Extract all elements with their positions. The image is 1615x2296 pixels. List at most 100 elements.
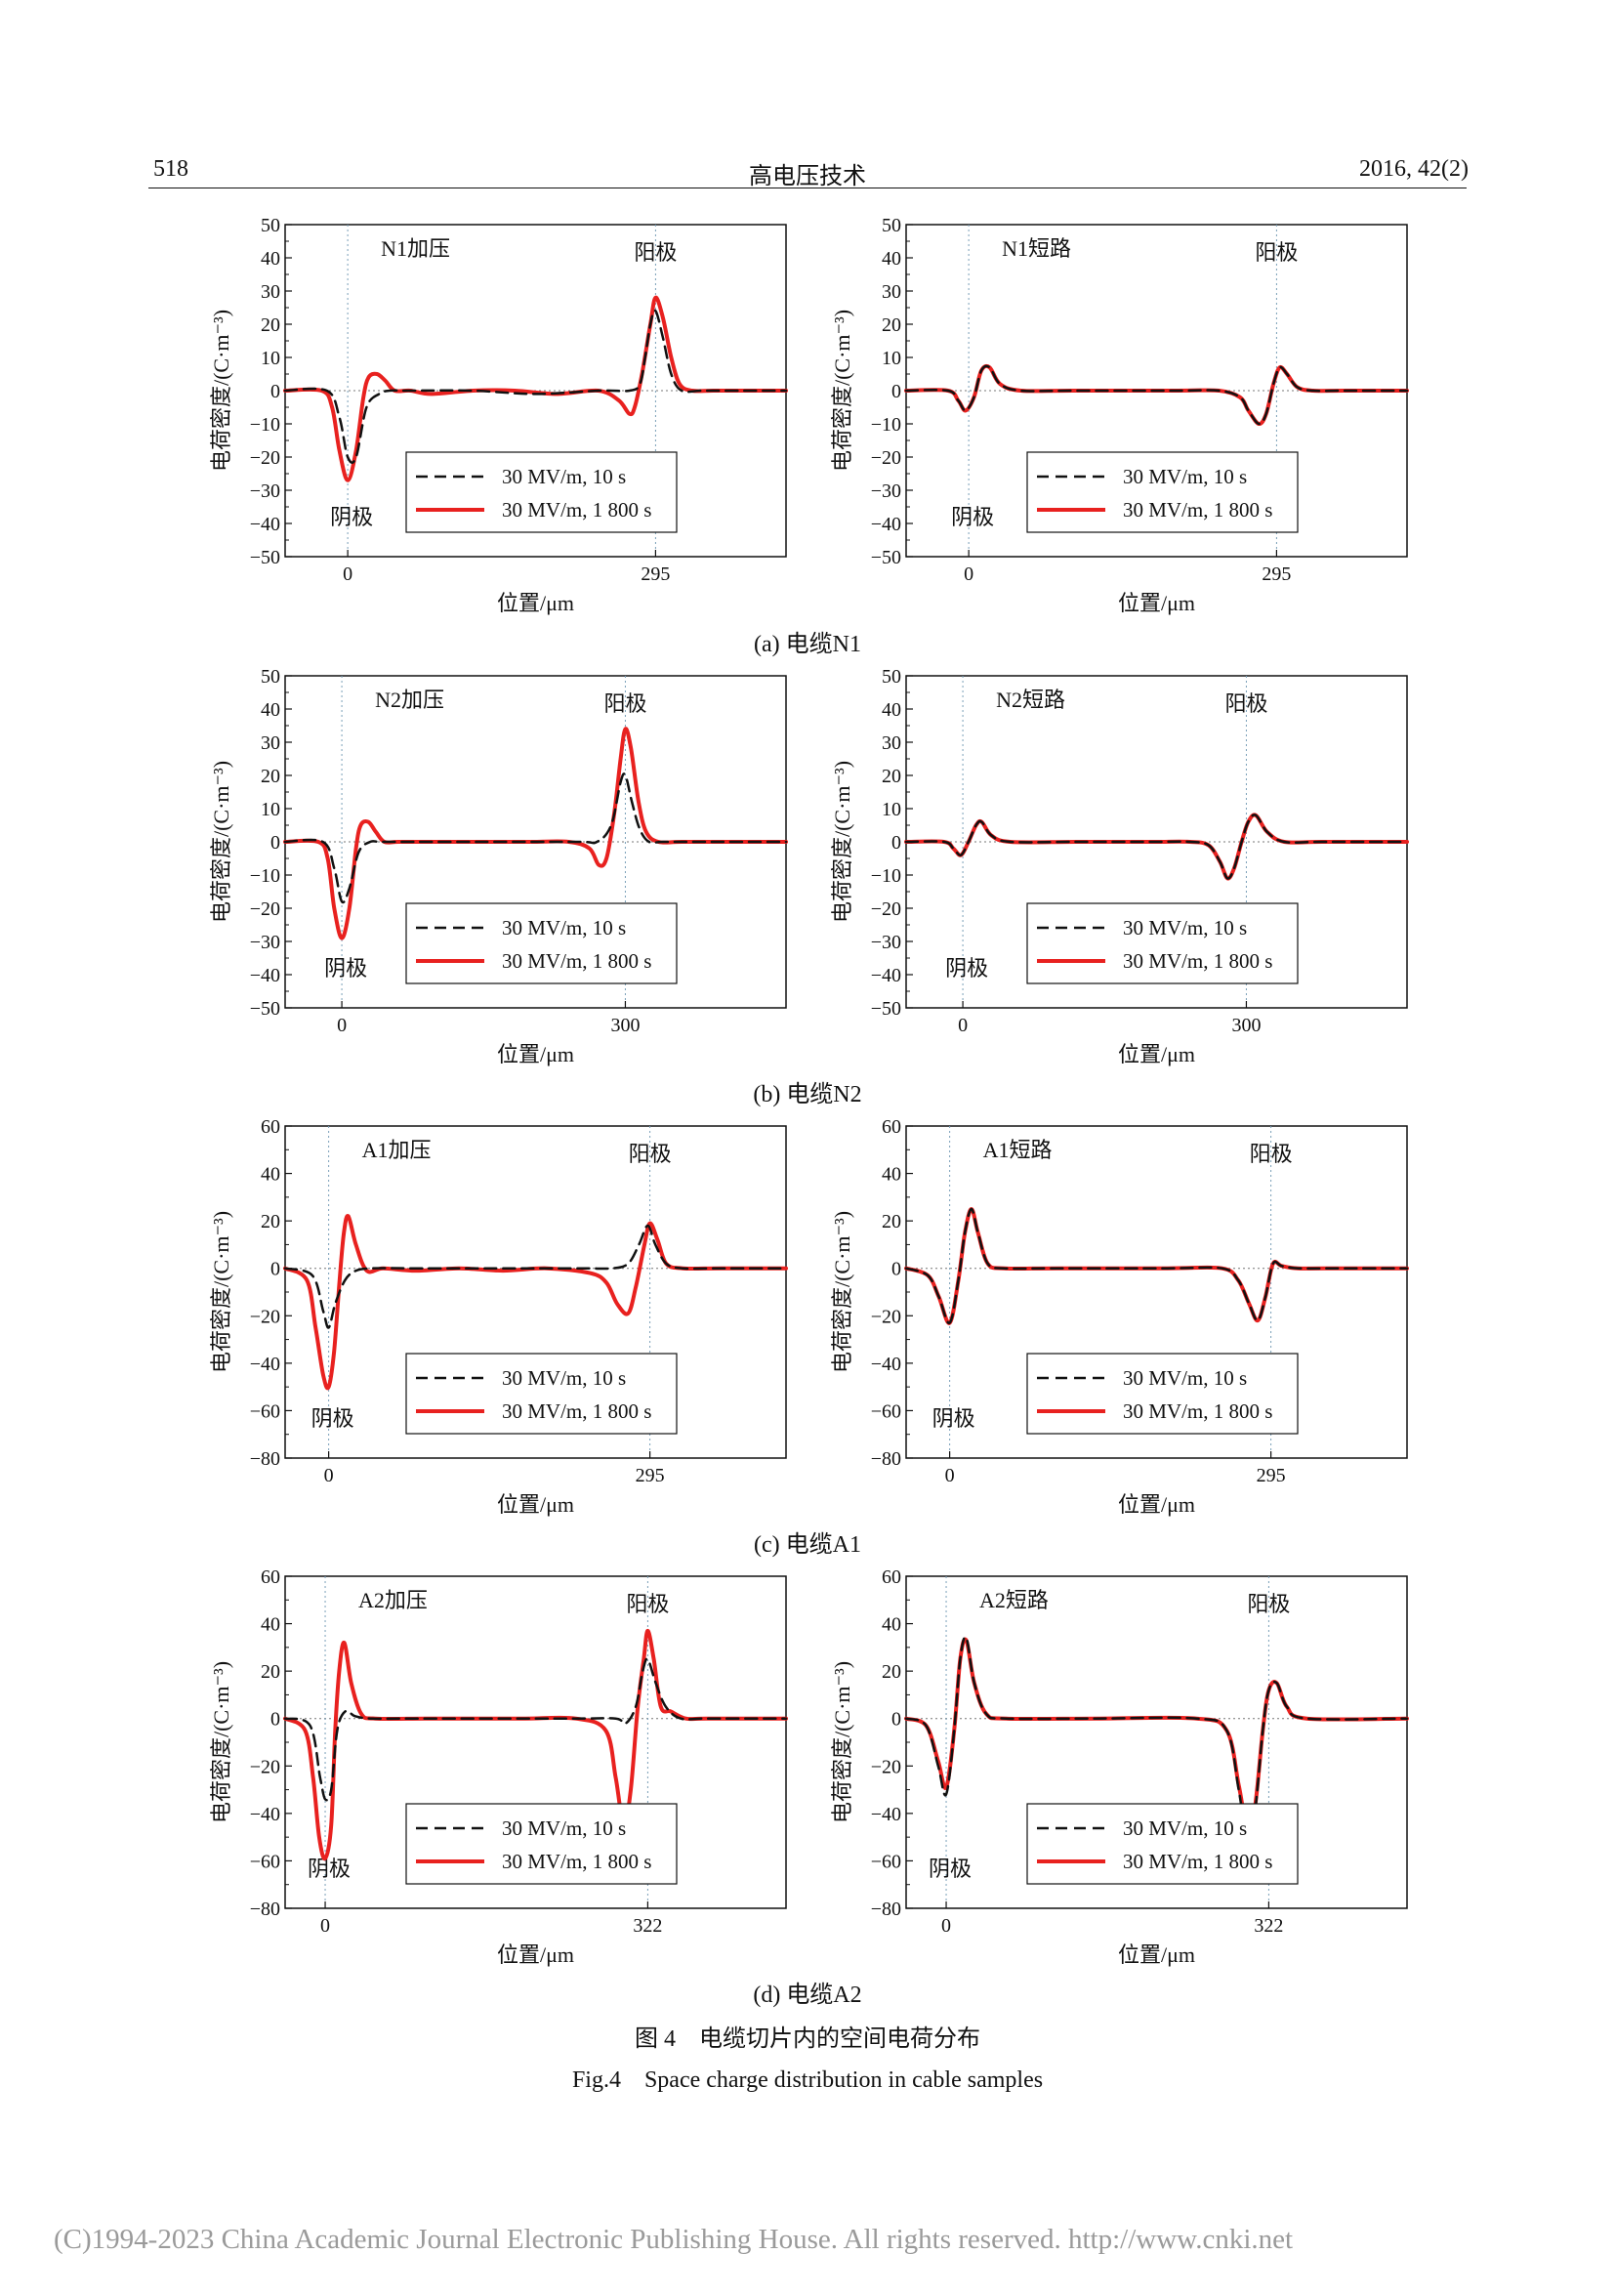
y-tick-label: −60	[871, 1851, 901, 1872]
y-tick-label: −10	[871, 414, 901, 436]
y-tick-label: 0	[891, 832, 901, 854]
series-line-1800s	[904, 813, 1409, 881]
y-tick-label: 20	[261, 1661, 280, 1683]
y-tick-label: −20	[250, 1306, 280, 1327]
cathode-label: 阴极	[932, 1406, 975, 1431]
x-axis-label: 位置/μm	[1118, 1942, 1195, 1967]
x-tick-label: 300	[610, 1015, 640, 1036]
x-tick-label: 295	[636, 1465, 665, 1486]
y-axis-label: 电荷密度/(C·m⁻³)	[209, 310, 233, 472]
series-line-1800s	[283, 295, 788, 482]
y-tick-label: −10	[250, 865, 280, 887]
legend-box	[1026, 1803, 1299, 1885]
y-tick-label: 0	[891, 1709, 901, 1731]
issue-info: 2016, 42(2)	[1359, 156, 1469, 182]
subcaption-d: (d) 电缆A2	[753, 1983, 862, 2008]
y-axis-label: 电荷密度/(C·m⁻³)	[830, 761, 854, 923]
y-tick-label: −50	[871, 547, 901, 568]
series-line-1800s	[904, 1637, 1409, 1829]
y-tick-label: 0	[891, 381, 901, 402]
y-tick-label: −20	[871, 447, 901, 469]
cathode-label: 阴极	[324, 956, 367, 981]
y-tick-label: −60	[250, 1851, 280, 1872]
chart-7: −80 −60 −40 −20 0 20 40 60 0 322 位置/μm 电荷密度/(C·m⁻³)…	[209, 1566, 788, 1967]
y-tick-label: 40	[882, 248, 901, 270]
legend: 30 MV/m, 10 s 30 MV/m, 1 800 s	[405, 451, 678, 533]
y-tick-label: 0	[270, 1259, 280, 1280]
legend-label-1800s: 30 MV/m, 1 800 s	[502, 498, 651, 522]
x-axis-label: 位置/μm	[497, 591, 574, 615]
y-tick-label: −40	[871, 514, 901, 535]
y-tick-label: 0	[270, 832, 280, 854]
chart-2: −50 −40 −30 −20 −10 0 10 20 30 40 50 0 295 位置/μm 电荷密度/…	[830, 215, 1409, 615]
y-tick-label: 10	[261, 799, 280, 820]
y-tick-label: −60	[250, 1400, 280, 1422]
y-tick-label: −80	[250, 1899, 280, 1920]
chart-title: N2短路	[996, 688, 1065, 712]
y-tick-label: −40	[250, 965, 280, 986]
x-axis-label: 位置/μm	[1118, 1492, 1195, 1517]
legend-box	[1026, 1353, 1299, 1435]
anode-label: 阳极	[1224, 691, 1267, 716]
legend-box	[1026, 451, 1299, 533]
chart-title: A1加压	[362, 1138, 432, 1162]
cathode-label: 阴极	[945, 956, 988, 981]
y-tick-label: −30	[250, 932, 280, 953]
legend: 30 MV/m, 10 s 30 MV/m, 1 800 s	[1026, 902, 1299, 984]
chart-3: −50 −40 −30 −20 −10 0 10 20 30 40 50 0 300 位置/μm 电荷密度/…	[209, 666, 788, 1066]
y-tick-label: 40	[882, 1164, 901, 1186]
y-tick-label: −50	[250, 998, 280, 1020]
x-tick-label: 0	[320, 1915, 330, 1937]
legend-box	[405, 902, 678, 984]
y-tick-label: −60	[871, 1400, 901, 1422]
chart-title: A1短路	[983, 1138, 1053, 1162]
y-tick-label: −80	[871, 1448, 901, 1470]
y-tick-label: −40	[250, 1804, 280, 1825]
x-tick-label: 322	[1254, 1915, 1283, 1937]
subcaption-c: (c) 电缆A1	[754, 1532, 861, 1558]
x-tick-label: 0	[958, 1015, 968, 1036]
subcaption-a: (a) 电缆N1	[754, 632, 861, 657]
x-axis-label: 位置/μm	[497, 1492, 574, 1517]
y-tick-label: 60	[882, 1116, 901, 1138]
y-tick-label: −20	[871, 1756, 901, 1777]
y-tick-label: −40	[871, 965, 901, 986]
series-line-10s	[904, 1635, 1409, 1840]
y-tick-label: 40	[261, 699, 280, 721]
legend-label-10s: 30 MV/m, 10 s	[502, 1366, 626, 1390]
x-tick-label: 295	[1257, 1465, 1286, 1486]
y-tick-label: 60	[261, 1116, 280, 1138]
y-tick-label: 40	[261, 248, 280, 270]
legend-box	[405, 451, 678, 533]
page-number: 518	[153, 156, 188, 182]
y-tick-label: 0	[270, 381, 280, 402]
x-tick-label: 0	[343, 564, 352, 585]
chart-6: −80 −60 −40 −20 0 20 40 60 0 295 位置/μm 电荷密度/(C·m⁻³)…	[830, 1116, 1409, 1517]
series-line-10s	[283, 1657, 788, 1802]
y-tick-label: −80	[250, 1448, 280, 1470]
legend-label-1800s: 30 MV/m, 1 800 s	[1123, 498, 1272, 522]
y-tick-label: 30	[882, 281, 901, 303]
y-tick-label: −20	[250, 447, 280, 469]
y-tick-label: 40	[882, 1614, 901, 1636]
legend-label-10s: 30 MV/m, 10 s	[1123, 916, 1247, 939]
y-tick-label: 40	[882, 699, 901, 721]
y-tick-label: −40	[871, 1804, 901, 1825]
y-tick-label: −20	[871, 898, 901, 920]
legend: 30 MV/m, 10 s 30 MV/m, 1 800 s	[1026, 1353, 1299, 1435]
series-line-10s	[283, 772, 788, 904]
x-tick-label: 0	[337, 1015, 347, 1036]
y-tick-label: −10	[250, 414, 280, 436]
y-tick-label: −50	[871, 998, 901, 1020]
x-tick-label: 300	[1231, 1015, 1261, 1036]
chart-title: N1加压	[381, 236, 450, 261]
x-axis-label: 位置/μm	[1118, 591, 1195, 615]
journal-title: 高电压技术	[749, 164, 866, 189]
anode-label: 阳极	[634, 240, 677, 265]
y-tick-label: 40	[261, 1164, 280, 1186]
y-axis-label: 电荷密度/(C·m⁻³)	[830, 1211, 854, 1373]
series-line-10s	[904, 364, 1409, 426]
chart-title: N1短路	[1002, 236, 1071, 261]
legend-box	[1026, 902, 1299, 984]
y-tick-label: 20	[882, 314, 901, 336]
